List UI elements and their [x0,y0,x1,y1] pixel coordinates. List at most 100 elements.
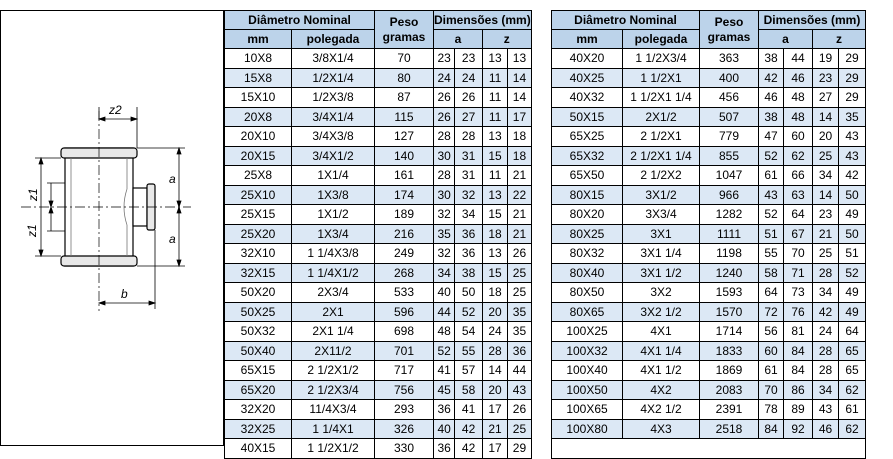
polegada-cell: 4X3 [622,418,700,439]
peso-cell: 87 [374,87,434,108]
mm-cell: 100X25 [551,321,623,342]
table-row: 80X32 3X1 1/4 1198 55 70 25 51 [551,243,866,264]
polegada-cell: 4X1 1/2 [622,360,700,381]
z1-cell: 11 [481,87,509,108]
z1-cell: 13 [481,126,509,147]
polegada-cell: 2 1/2X2 [622,165,700,186]
z1-cell: 28 [481,340,509,361]
mm-cell: 10X8 [224,48,292,69]
peso-cell: 2391 [699,399,759,420]
peso-cell: 1714 [699,321,759,342]
a1-cell: 51 [758,223,784,244]
z2-cell: 18 [507,145,532,166]
polegada-cell: 1X3/8 [291,184,375,205]
z1-cell: 21 [481,418,509,439]
peso-cell: 1198 [699,243,759,264]
table-row: 100X25 4X1 1714 56 81 24 64 [551,321,866,342]
polegada-cell: 2 1/2X3/4 [291,379,375,400]
table-row: 40X32 1 1/2X1 1/4 456 46 48 27 29 [551,87,866,108]
a2-cell: 89 [783,399,813,420]
polegada-cell: 1 1/4X1 [291,418,375,439]
a2-cell: 44 [783,48,813,69]
z2-cell: 35 [507,321,532,342]
peso-cell: 698 [374,321,434,342]
a-label-top: a [169,172,176,186]
mm-cell: 40X20 [551,48,623,69]
table-row: 65X50 2 1/2X2 1047 61 66 34 42 [551,165,866,186]
z2-cell: 25 [507,418,532,439]
mm-cell: 25X20 [224,223,292,244]
z2-cell: 29 [507,438,532,459]
a2-cell: 64 [783,204,813,225]
z2-cell: 42 [838,165,866,186]
mm-cell: 65X50 [551,165,623,186]
a1-cell: 52 [758,204,784,225]
peso-cell: 456 [699,87,759,108]
a1-cell: 56 [758,321,784,342]
left-header-row: Diâmetro Nominal Peso gramas Dimensões (mm) [224,10,532,49]
polegada-cell: 1X1/4 [291,165,375,186]
left-subheader-row: mm polegada a z [224,29,532,49]
peso-cell: 1240 [699,262,759,283]
peso-header-line1: Peso [714,14,744,29]
peso-cell: 533 [374,282,434,303]
a2-cell: 71 [783,262,813,283]
z2-cell: 50 [838,184,866,205]
a1-cell: 43 [758,184,784,205]
polegada-cell: 1/2X1/4 [291,67,375,88]
mm-cell: 50X20 [224,282,292,303]
z2-cell: 18 [507,126,532,147]
peso-cell: 293 [374,399,434,420]
a1-cell: 28 [432,126,456,147]
spec-sheet: z2 a a b z1 z1 Diâmetro Nominal Peso grama… [0,10,866,459]
polegada-cell: 3/8X1/4 [291,48,375,69]
dimensoes-header: Dimensões (mm) [433,10,532,30]
z1-cell: 13 [481,184,509,205]
peso-cell: 174 [374,184,434,205]
polegada-cell: 1 1/4X1/2 [291,262,375,283]
z2-cell: 21 [507,223,532,244]
z2-cell: 62 [838,379,866,400]
a1-cell: 44 [432,301,456,322]
z2-cell: 26 [507,243,532,264]
z1-cell: 25 [812,243,839,264]
mm-cell: 32X20 [224,399,292,420]
z1-cell: 28 [812,360,839,381]
mm-cell: 65X32 [551,145,623,166]
z1-cell: 23 [812,67,839,88]
z1-cell: 11 [481,165,509,186]
a1-cell: 36 [432,399,456,420]
polegada-cell: 3X2 1/2 [622,301,700,322]
z2-cell: 29 [838,67,866,88]
a-header: a [433,29,483,49]
table-row: 100X32 4X1 1/4 1833 60 84 28 65 [551,340,866,361]
peso-cell: 966 [699,184,759,205]
table-row: 50X20 2X3/4 533 40 50 18 25 [224,282,532,303]
a2-cell: 73 [783,282,813,303]
a1-cell: 60 [758,340,784,361]
a1-cell: 40 [432,418,456,439]
peso-cell: 1111 [699,223,759,244]
right-header-row: Diâmetro Nominal Peso gramas Dimensões (mm) [551,10,866,49]
table-row: 25X8 1X1/4 161 28 31 11 21 [224,165,532,186]
a1-cell: 41 [432,360,456,381]
z1-label-outer: z1 [26,188,40,202]
table-row: 15X10 1/2X3/8 87 26 26 11 14 [224,87,532,108]
z1-cell: 20 [481,379,509,400]
polegada-cell: 1 1/2X1 1/4 [622,87,700,108]
a1-cell: 61 [758,360,784,381]
peso-cell: 189 [374,204,434,225]
table-row: 80X25 3X1 1111 51 67 21 50 [551,223,866,244]
peso-cell: 2083 [699,379,759,400]
a2-cell: 48 [783,87,813,108]
z2-cell: 43 [838,126,866,147]
a1-cell: 46 [758,87,784,108]
table-row: 40X20 1 1/2X3/4 363 38 44 19 29 [551,48,866,69]
a2-cell: 42 [454,438,483,459]
a2-cell: 62 [783,145,813,166]
z1-cell: 19 [812,48,839,69]
polegada-cell: 1 1/2X1/2 [291,438,375,459]
peso-cell: 596 [374,301,434,322]
polegada-cell: 1X1/2 [291,204,375,225]
a1-cell: 61 [758,165,784,186]
